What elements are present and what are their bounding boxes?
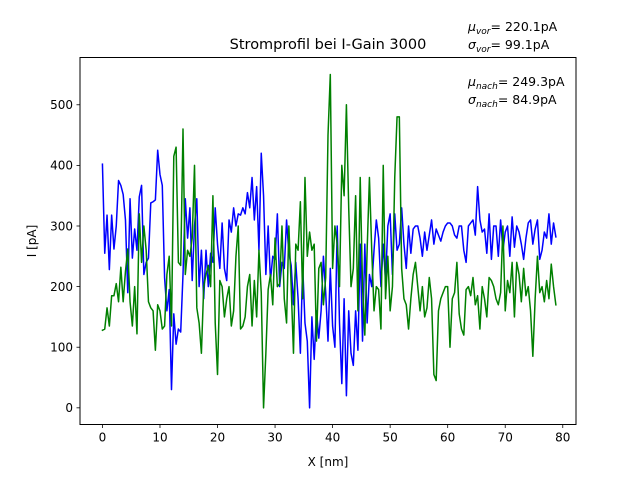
y-tick-label: 100 xyxy=(50,341,73,355)
axes-frame xyxy=(79,57,577,425)
x-tick-label: 80 xyxy=(555,431,570,445)
mu-subscript: vor xyxy=(476,27,492,37)
y-tick-label: 0 xyxy=(65,401,73,415)
mu-subscript: nach xyxy=(476,82,498,92)
sigma-nach-annotation: σnach= 84.9pA xyxy=(468,92,557,110)
sigma-vor-annotation: σvor= 99.1pA xyxy=(468,37,550,55)
sigma-symbol: σ xyxy=(468,37,477,52)
plot-area xyxy=(79,57,577,425)
sigma-subscript: nach xyxy=(476,100,498,110)
y-axis-label: I [pA] xyxy=(25,225,39,258)
x-tick-label: 60 xyxy=(440,431,455,445)
mu-value: = 220.1pA xyxy=(491,19,558,34)
sigma-value: = 99.1pA xyxy=(490,37,549,52)
x-tick-label: 0 xyxy=(99,431,107,445)
y-tick-label: 200 xyxy=(50,280,73,294)
y-axis: 0 100 200 300 400 500 xyxy=(50,98,80,415)
y-tick-label: 300 xyxy=(50,219,73,233)
x-tick-label: 20 xyxy=(210,431,225,445)
x-tick-label: 10 xyxy=(152,431,167,445)
y-tick-label: 500 xyxy=(50,98,73,112)
x-tick-label: 70 xyxy=(498,431,513,445)
series-layer xyxy=(101,73,557,409)
stats-annotation-nach: μnach= 249.3pA σnach= 84.9pA xyxy=(467,74,565,110)
x-tick-label: 30 xyxy=(267,431,282,445)
mu-nach-annotation: μnach= 249.3pA xyxy=(467,74,565,92)
stats-annotation-vor: μvor= 220.1pA σvor= 99.1pA xyxy=(467,19,558,55)
x-tick-label: 50 xyxy=(383,431,398,445)
x-axis-label: X [nm] xyxy=(308,455,349,469)
mu-vor-annotation: μvor= 220.1pA xyxy=(467,19,558,37)
mu-symbol: μ xyxy=(467,74,476,89)
sigma-value: = 84.9pA xyxy=(498,92,557,107)
chart-title: Stromprofil bei I-Gain 3000 xyxy=(230,37,427,53)
sigma-symbol: σ xyxy=(468,92,477,107)
mu-symbol: μ xyxy=(467,19,476,34)
y-tick-label: 400 xyxy=(50,159,73,173)
series-line-2 xyxy=(101,73,557,409)
x-axis: 0 10 20 30 40 50 60 70 80 xyxy=(99,424,570,445)
mu-value: = 249.3pA xyxy=(498,74,565,89)
x-tick-label: 40 xyxy=(325,431,340,445)
sigma-subscript: vor xyxy=(476,45,492,55)
series-line-1 xyxy=(101,149,557,409)
